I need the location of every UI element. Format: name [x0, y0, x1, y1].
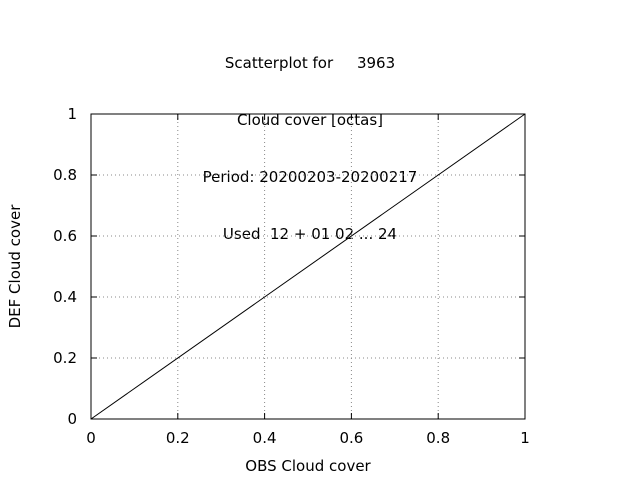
x-tick-label: 0.6 [339, 429, 363, 447]
x-tick-label: 0.2 [166, 429, 190, 447]
plot-frame [90, 113, 526, 420]
y-tick-label: 0.6 [53, 227, 77, 245]
grid-lines [91, 114, 525, 419]
title-line-3: Period: 20200203-20200217 [202, 168, 418, 186]
x-tick-label: 1 [520, 429, 530, 447]
title-line-4: Used 12 + 01 02 ... 24 [222, 225, 398, 243]
x-tick-labels: 0 0.2 0.4 0.6 0.8 1 [86, 429, 530, 447]
series-line [90, 113, 526, 420]
x-tick-label: 0.4 [253, 429, 277, 447]
x-axis-label: OBS Cloud cover [245, 457, 371, 475]
title-line-2: Cloud cover [octas] [236, 111, 384, 129]
tick-marks [90, 113, 526, 420]
y-tick-label: 1 [67, 105, 77, 123]
y-tick-label: 0.4 [53, 288, 77, 306]
y-tick-label: 0.2 [53, 349, 77, 367]
title-line-1: Scatterplot for 3963 [224, 54, 396, 72]
x-tick-label: 0 [86, 429, 96, 447]
x-tick-label: 0.8 [426, 429, 450, 447]
chart-title: Scatterplot for 3963 Cloud cover [octas]… [0, 16, 620, 263]
y-tick-label: 0.8 [53, 166, 77, 184]
series-layer [90, 113, 526, 420]
y-axis-label: DEF Cloud cover [6, 204, 24, 329]
y-tick-label: 0 [67, 410, 77, 428]
y-tick-labels: 0 0.2 0.4 0.6 0.8 1 [53, 105, 77, 428]
